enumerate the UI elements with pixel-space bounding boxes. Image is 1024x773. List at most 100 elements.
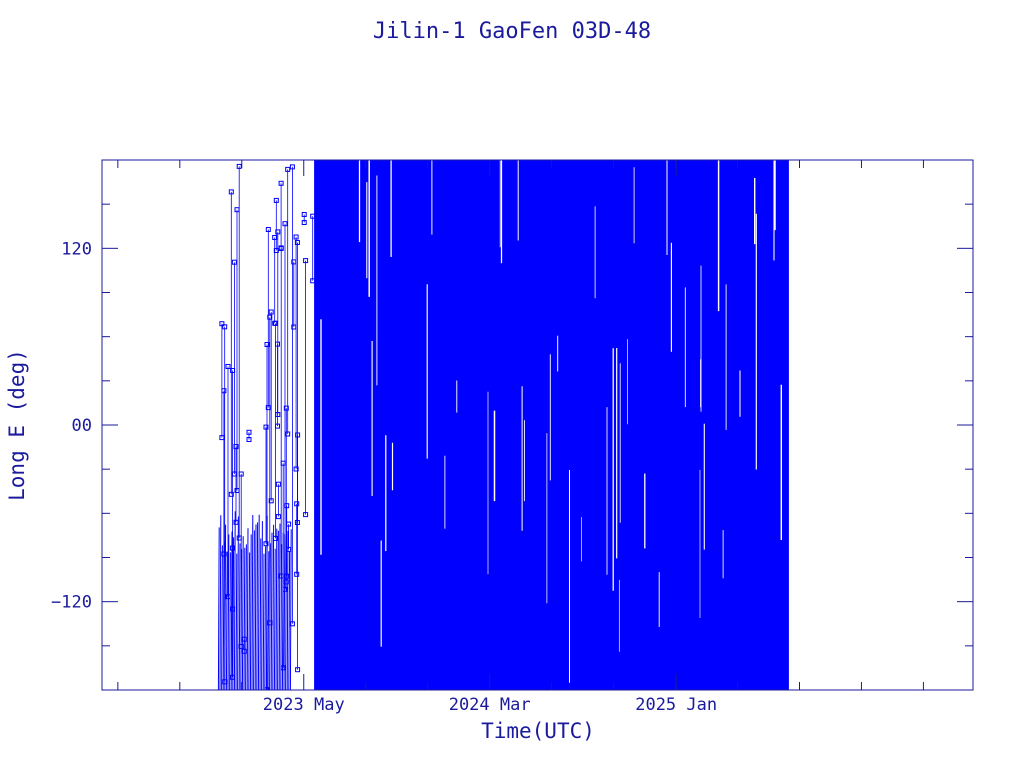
x-tick-label: 2023 May [263, 695, 345, 715]
wrap-line [272, 524, 275, 690]
wrap-line [286, 530, 289, 690]
data-point [294, 571, 300, 577]
y-axis-label: Long E (deg) [5, 349, 29, 501]
wrap-line [261, 521, 263, 690]
data-point [236, 163, 242, 169]
data-point [273, 197, 279, 203]
data-point [241, 636, 247, 642]
wrap-line [288, 551, 291, 690]
wrap-line [245, 544, 247, 690]
wrap-line [289, 529, 292, 690]
data-point [278, 180, 284, 186]
wrap-line [278, 523, 281, 690]
data-point [282, 221, 288, 227]
data-point [275, 514, 281, 520]
y-tick-label: −120 [51, 593, 92, 613]
data-point [233, 519, 239, 525]
wrap-line [238, 543, 241, 690]
data-point [273, 320, 278, 326]
data-point [285, 166, 291, 172]
wrap-line [227, 534, 230, 690]
data-point [228, 491, 234, 497]
y-tick-label: 00 [72, 416, 92, 436]
data-point [246, 437, 252, 442]
data-point [286, 546, 292, 552]
data-point [273, 248, 279, 253]
wrap-line [243, 547, 246, 690]
data-point [301, 212, 307, 217]
wrap-line [275, 528, 278, 690]
wrap-line [273, 548, 276, 690]
data-point [301, 220, 307, 225]
data-point [222, 324, 228, 330]
data-point [238, 471, 244, 477]
x-tick-label: 2025 Jan [635, 695, 717, 715]
wrap-line [237, 516, 239, 690]
plot-marks [217, 160, 789, 690]
data-point [225, 364, 231, 369]
data-point [264, 342, 270, 347]
data-point [275, 341, 280, 347]
data-point [291, 324, 297, 330]
wrap-line [262, 553, 265, 690]
data-point [289, 621, 295, 627]
data-point [229, 674, 235, 680]
wrap-line [219, 515, 222, 690]
data-point [294, 240, 300, 245]
data-point [268, 498, 274, 504]
data-point [234, 488, 240, 493]
wrap-line [253, 530, 255, 690]
data-point [286, 521, 292, 527]
data-point [221, 551, 227, 557]
data-point [219, 435, 225, 441]
wrap-line [256, 522, 259, 690]
x-tick-label: 2024 Mar [449, 695, 531, 715]
data-point [283, 405, 289, 411]
data-point [275, 423, 280, 429]
data-point [246, 429, 252, 435]
wrap-line [235, 553, 238, 690]
data-point [228, 189, 234, 195]
wrap-line [225, 551, 228, 690]
wrap-line [246, 528, 249, 690]
data-point [238, 643, 244, 649]
data-point [268, 309, 274, 315]
data-point [231, 259, 237, 265]
wrap-line [257, 514, 260, 690]
wrap-line [249, 534, 252, 690]
x-axis-label: Time(UTC) [481, 719, 595, 743]
data-point [229, 545, 235, 551]
wrap-line [222, 541, 225, 690]
data-point [283, 579, 289, 585]
wrap-line [233, 511, 236, 690]
wrap-line [241, 536, 244, 690]
data-point [275, 229, 281, 235]
axis-ticks: −120 00 120 2023 May 2024 Mar 2025 Jan [51, 160, 973, 715]
wrap-line [254, 524, 257, 690]
wrap-line [251, 514, 254, 690]
data-point [294, 501, 300, 507]
data-point [272, 235, 278, 240]
data-point [241, 648, 247, 654]
chart-title: Jilin-1 GaoFen 03D-48 [373, 19, 651, 44]
wrap-line [229, 552, 231, 690]
data-point [303, 258, 309, 264]
data-point [267, 314, 273, 320]
wrap-line [217, 527, 220, 690]
coverage-band [314, 160, 789, 690]
wrap-line [270, 532, 273, 690]
data-point [303, 512, 309, 518]
wrap-line [259, 538, 262, 690]
data-point [293, 466, 299, 472]
data-point [265, 405, 271, 411]
data-point [294, 520, 300, 525]
data-point [280, 665, 286, 671]
data-point [225, 594, 231, 600]
wrap-line [221, 545, 223, 690]
data-point [263, 424, 269, 430]
data-point [267, 620, 273, 626]
data-point [234, 207, 240, 213]
data-point [278, 246, 284, 251]
